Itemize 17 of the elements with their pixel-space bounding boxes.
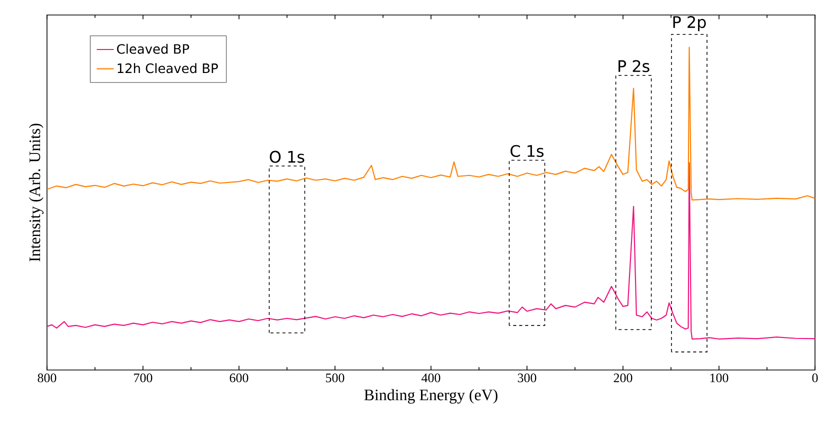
x-axis-title: Binding Energy (eV) bbox=[364, 389, 498, 404]
legend-label: 12h Cleaved BP bbox=[118, 63, 218, 74]
annotation: O 1s bbox=[270, 150, 304, 163]
x-tick-label: 800 bbox=[38, 374, 56, 382]
x-tick-label: 700 bbox=[134, 374, 152, 382]
annotation: P 2s bbox=[618, 60, 650, 72]
x-tick-label: 400 bbox=[422, 374, 440, 382]
x-tick-label: 200 bbox=[614, 374, 632, 382]
legend-label: Cleaved BP bbox=[117, 44, 190, 54]
x-tick-label: 0 bbox=[812, 374, 818, 382]
x-tick-label: 300 bbox=[518, 374, 536, 382]
annotation: P 2p bbox=[673, 16, 706, 32]
y-axis-title: Intensity (Arb. Units) bbox=[28, 124, 44, 262]
x-tick-label: 600 bbox=[230, 374, 248, 382]
x-tick-label: 500 bbox=[326, 374, 344, 382]
annotation: C 1s bbox=[510, 144, 544, 158]
x-tick-label: 100 bbox=[710, 374, 728, 382]
